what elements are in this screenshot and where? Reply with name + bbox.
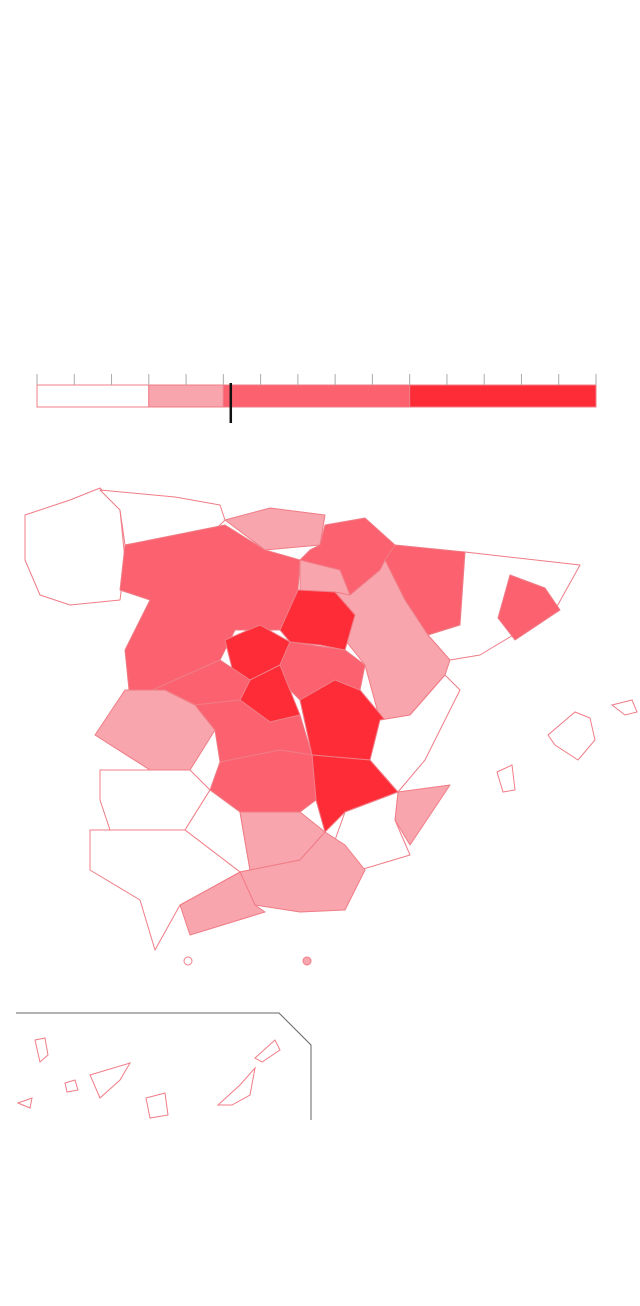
island xyxy=(216,1066,256,1106)
island xyxy=(254,1039,281,1063)
island xyxy=(610,699,638,716)
island xyxy=(34,1037,49,1063)
province xyxy=(394,784,451,846)
province xyxy=(369,674,461,793)
canary-inset xyxy=(16,1012,312,1120)
province xyxy=(24,487,126,606)
island xyxy=(496,764,516,793)
province xyxy=(224,507,326,551)
island xyxy=(547,711,596,761)
island xyxy=(89,1062,132,1099)
island xyxy=(16,1097,33,1109)
inset-frame xyxy=(16,1012,312,1120)
province xyxy=(497,574,561,641)
island xyxy=(64,1079,79,1093)
legend-band xyxy=(409,384,597,408)
islands xyxy=(183,699,638,966)
legend xyxy=(36,374,597,423)
enclave xyxy=(302,956,312,966)
island xyxy=(145,1092,169,1119)
province xyxy=(89,829,241,951)
provinces xyxy=(24,487,581,951)
enclave xyxy=(183,956,193,966)
province xyxy=(239,831,366,913)
